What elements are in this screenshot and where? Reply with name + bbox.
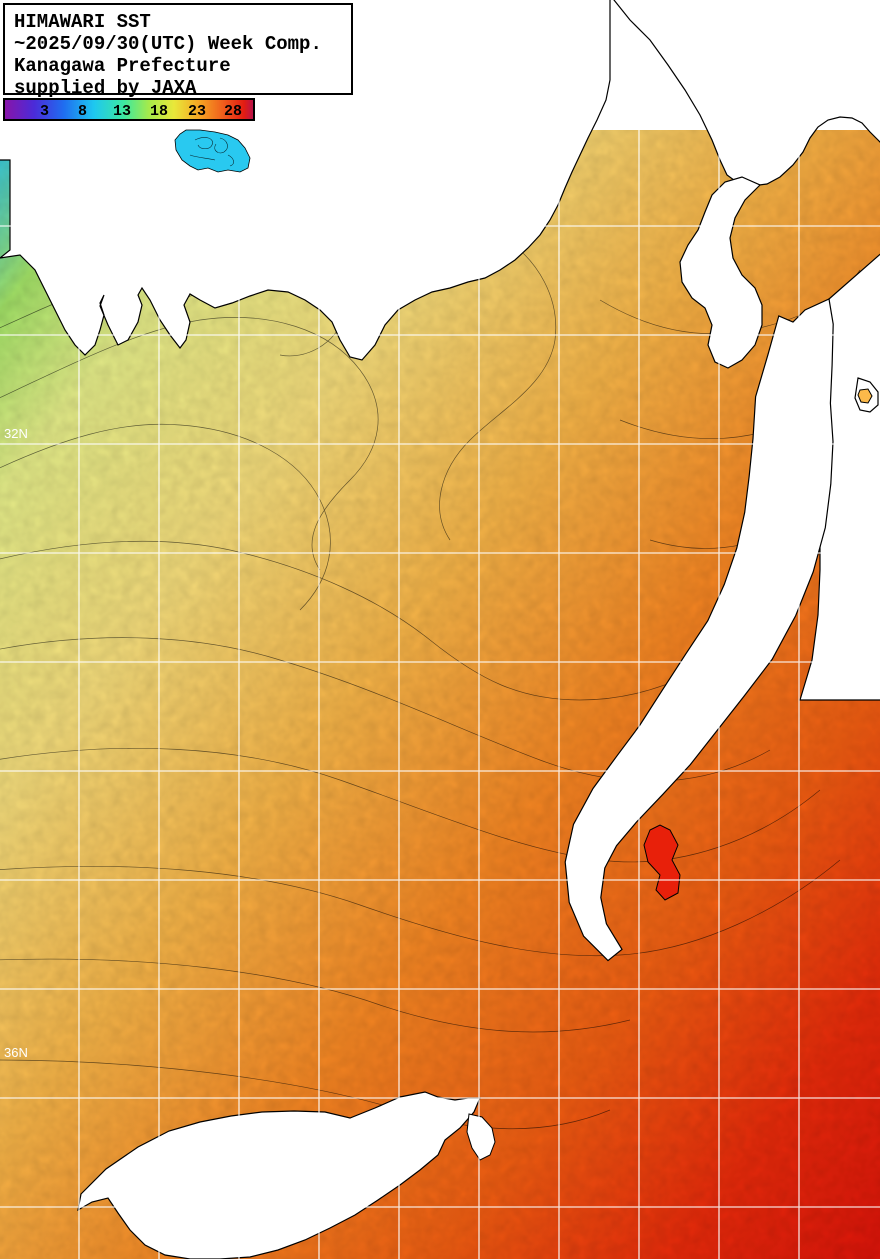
svg-text:Kanagawa Prefecture: Kanagawa Prefecture: [14, 55, 231, 77]
svg-text:32N: 32N: [4, 426, 28, 441]
svg-text:HIMAWARI SST: HIMAWARI SST: [14, 11, 151, 33]
svg-text:18: 18: [150, 103, 168, 120]
svg-text:supplied by JAXA: supplied by JAXA: [14, 77, 197, 99]
svg-text:8: 8: [78, 103, 87, 120]
svg-text:13: 13: [113, 103, 131, 120]
svg-text:23: 23: [188, 103, 206, 120]
svg-text:~2025/09/30(UTC) Week Comp.: ~2025/09/30(UTC) Week Comp.: [14, 33, 322, 55]
svg-text:3: 3: [40, 103, 49, 120]
svg-text:28: 28: [224, 103, 242, 120]
svg-text:36N: 36N: [4, 1045, 28, 1060]
